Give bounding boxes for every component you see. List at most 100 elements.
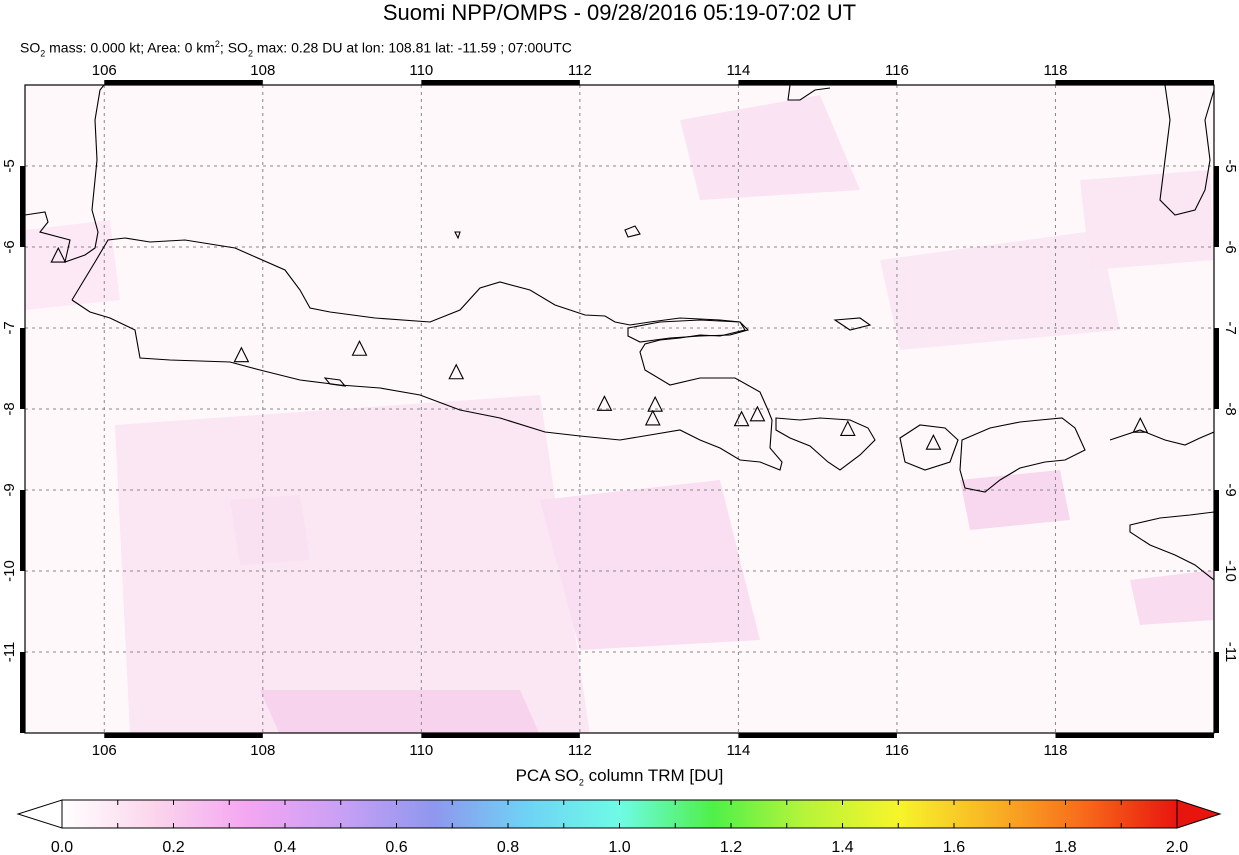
lon-label-bottom-106: 106	[92, 742, 117, 759]
max-lon-value: 108.81	[388, 39, 432, 56]
colorbar-label: PCA SO2 column TRM [DU]	[515, 766, 724, 788]
lat-label-left--10: -10	[1, 560, 18, 582]
lat-label-right--5: -5	[1222, 159, 1239, 172]
so2-mass-value: 0.000 kt	[90, 39, 141, 56]
colorbar-label-suffix: column TRM [DU]	[583, 766, 724, 785]
volcano-marker-5	[596, 395, 613, 411]
colorbar-tick-label-0.4: 0.4	[274, 839, 296, 855]
left-tick-bar	[20, 166, 25, 247]
right-tick-bar	[1214, 652, 1219, 733]
lon-label-bottom-108: 108	[250, 742, 275, 759]
lon-label-top-110: 110	[409, 62, 433, 79]
colorbar-tick-label-1.8: 1.8	[1054, 839, 1076, 855]
colorbar-under-arrow	[16, 799, 63, 829]
colorbar-tick-label-0.6: 0.6	[385, 839, 407, 855]
right-tick-bar	[1214, 490, 1219, 571]
colorbar: 0.0 0.2 0.4 0.6 0.8 1.0 1.2 1.4 1.6 1.8 2.0	[16, 799, 1222, 855]
volcano-marker-12	[1132, 416, 1149, 433]
sumba-coast	[1129, 511, 1214, 581]
lat-label-right--11: -11	[1222, 642, 1239, 663]
lon-label-top-114: 114	[726, 62, 750, 79]
top-tick-bar	[421, 80, 580, 85]
lat-label-right--7: -7	[1222, 321, 1239, 334]
bottom-tick-bar	[738, 733, 897, 738]
lat-label-left--7: -7	[1, 321, 18, 334]
volcano-marker-10	[839, 420, 856, 436]
left-tick-bar	[20, 328, 25, 409]
kalimantan-coast	[787, 85, 831, 101]
lat-label-left--8: -8	[1, 402, 18, 415]
lon-label-bottom-110: 110	[409, 742, 433, 759]
lon-label-top-108: 108	[250, 62, 275, 79]
left-tick-bar	[20, 490, 25, 571]
top-tick-bar	[104, 80, 263, 85]
lon-label-top-106: 106	[92, 62, 117, 79]
karimunjawa-coast	[454, 231, 461, 240]
sulawesi-coast	[1159, 85, 1214, 216]
so2-max-value: 0.28 DU	[291, 39, 343, 56]
map-graticule	[25, 85, 1214, 733]
top-tick-bar	[1055, 80, 1214, 85]
volcano-marker-11	[925, 433, 942, 450]
lon-label-top-116: 116	[885, 62, 909, 79]
kangean-coast	[833, 317, 872, 331]
volcano-marker-9	[749, 405, 766, 422]
lat-label-left--6: -6	[1, 240, 18, 253]
colorbar-tick-label-2.0: 2.0	[1166, 839, 1188, 855]
colorbar-tick-label-0.8: 0.8	[497, 839, 519, 855]
volcano-marker-2	[233, 346, 250, 363]
colorbar-tick-label-1.0: 1.0	[608, 839, 630, 855]
lat-label-right--10: -10	[1222, 560, 1239, 582]
map-subtitle: SO2 mass: 0.000 kt; Area: 0 km2; SO2 max…	[20, 39, 572, 59]
colorbar-over-arrow	[1176, 799, 1222, 829]
volcano-marker-3	[351, 340, 368, 356]
max-lat-value: -11.59	[457, 39, 497, 56]
bottom-tick-bar	[1055, 733, 1214, 738]
lat-label-left--9: -9	[1, 483, 18, 496]
top-tick-bar	[738, 80, 897, 85]
colorbar-tick-label-1.6: 1.6	[943, 839, 965, 855]
lombok-coast	[899, 424, 959, 471]
lon-label-top-118: 118	[1044, 62, 1068, 79]
lon-label-top-112: 112	[568, 62, 592, 79]
right-tick-bar	[1214, 166, 1219, 247]
lat-label-right--6: -6	[1222, 240, 1239, 253]
lon-label-bottom-112: 112	[568, 742, 592, 759]
volcano-marker-4	[448, 363, 465, 380]
so2-patches	[25, 95, 1214, 733]
time-value: 07:00UTC	[508, 39, 572, 56]
axis-labels: 106 106 108 108 110 110 112 112 114 114 116 116 118 1…	[1, 62, 1239, 759]
java-coast	[71, 237, 783, 471]
right-tick-bar	[1214, 328, 1219, 409]
lon-label-bottom-116: 116	[885, 742, 909, 759]
colorbar-ticks: 0.0 0.2 0.4 0.6 0.8 1.0 1.2 1.4 1.6 1.8 2.0	[51, 800, 1188, 855]
lon-label-bottom-114: 114	[726, 742, 750, 759]
lon-label-bottom-118: 118	[1044, 742, 1068, 759]
map-title: Suomi NPP/OMPS - 09/28/2016 05:19-07:02 …	[382, 0, 857, 25]
lat-label-left--11: -11	[1, 642, 18, 663]
frame-tick-bars	[20, 80, 1219, 738]
nusa-kambangan-coast	[323, 377, 347, 387]
sumatra-coast	[25, 85, 105, 263]
colorbar-tick-label-0.2: 0.2	[162, 839, 184, 855]
volcano-marker-6	[647, 395, 664, 412]
colorbar-tick-label-1.2: 1.2	[720, 839, 742, 855]
lat-label-left--5: -5	[1, 159, 18, 172]
colorbar-tick-label-0.0: 0.0	[51, 839, 73, 855]
colorbar-tick-label-1.4: 1.4	[831, 839, 853, 855]
bawean-coast	[624, 225, 641, 238]
sumbawa-coast	[959, 417, 1086, 493]
volcano-marker-7	[644, 409, 661, 426]
lat-label-right--8: -8	[1222, 402, 1239, 415]
left-tick-bar	[20, 652, 25, 733]
volcano-marker-8	[733, 410, 750, 427]
bottom-tick-bar	[104, 733, 263, 738]
colorbar-label-prefix: PCA SO	[515, 766, 579, 785]
bali-coast	[775, 417, 876, 471]
lat-label-right--9: -9	[1222, 483, 1239, 496]
bottom-tick-bar	[421, 733, 580, 738]
area-value: 0 km	[184, 39, 215, 56]
volcano-marker-1	[50, 246, 67, 263]
volcano-markers	[50, 246, 1149, 450]
